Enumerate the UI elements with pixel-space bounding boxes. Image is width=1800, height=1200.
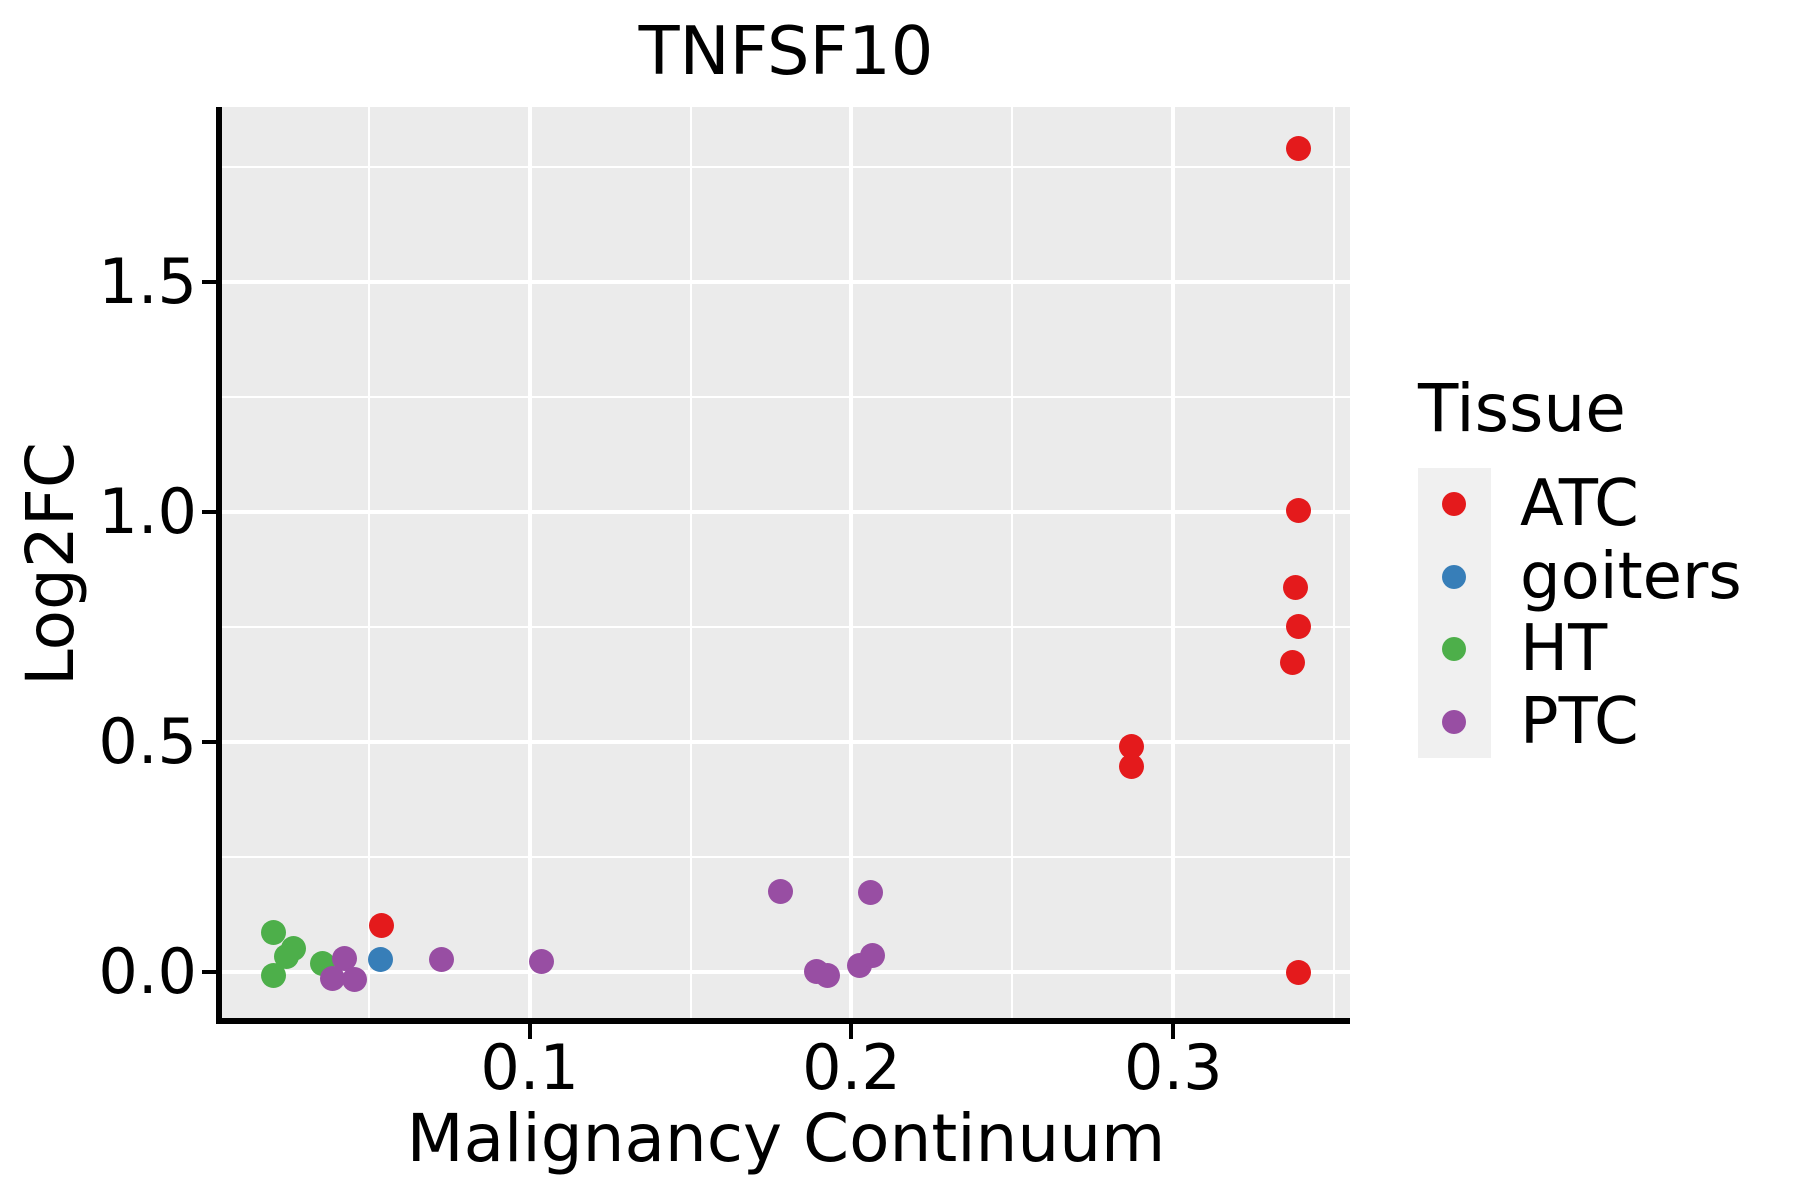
data-point-ptc bbox=[529, 949, 555, 975]
legend-label: ATC bbox=[1520, 467, 1639, 542]
legend-dot-atc bbox=[1442, 492, 1466, 516]
legend: Tissue ATC goiters HT PTC bbox=[1418, 374, 1788, 758]
x-axis-title: Malignancy Continuum bbox=[406, 1100, 1166, 1177]
y-major-gridline bbox=[222, 510, 1350, 515]
legend-keys: ATC goiters HT PTC bbox=[1418, 468, 1788, 758]
x-tick-mark bbox=[849, 1024, 854, 1039]
legend-dot-ht bbox=[1442, 637, 1466, 661]
x-major-gridline bbox=[849, 107, 854, 1021]
y-minor-gridline bbox=[222, 396, 1350, 399]
legend-title: Tissue bbox=[1418, 370, 1626, 447]
data-point-atc bbox=[1286, 960, 1312, 986]
data-point-ptc bbox=[768, 879, 794, 905]
data-point-atc bbox=[1118, 754, 1144, 780]
data-point-atc bbox=[1286, 497, 1312, 523]
legend-dot-goiters bbox=[1442, 564, 1466, 589]
y-tick-label: 0.5 bbox=[98, 704, 197, 778]
plot-panel bbox=[222, 107, 1350, 1021]
data-point-ht bbox=[260, 962, 286, 988]
x-tick-label: 0.1 bbox=[480, 1031, 579, 1104]
y-tick-mark bbox=[202, 739, 217, 744]
y-tick-label: 1.0 bbox=[98, 475, 197, 549]
data-point-atc bbox=[369, 913, 395, 939]
data-point-ptc bbox=[428, 947, 454, 973]
legend-entry-atc: ATC bbox=[1418, 468, 1788, 541]
data-point-ptc bbox=[859, 943, 885, 969]
data-point-ptc bbox=[858, 880, 884, 906]
y-major-gridline bbox=[222, 739, 1350, 744]
y-axis-line bbox=[216, 107, 222, 1024]
data-point-goiters bbox=[368, 947, 394, 973]
data-point-ht bbox=[260, 920, 286, 946]
legend-label: HT bbox=[1520, 612, 1608, 687]
y-major-gridline bbox=[222, 969, 1350, 974]
x-major-gridline bbox=[527, 107, 532, 1021]
x-minor-gridline bbox=[367, 107, 370, 1021]
x-minor-gridline bbox=[1011, 107, 1014, 1021]
x-major-gridline bbox=[1171, 107, 1176, 1021]
x-tick-mark bbox=[527, 1024, 532, 1039]
legend-dot-ptc bbox=[1442, 709, 1466, 734]
data-point-atc bbox=[1283, 575, 1309, 601]
legend-entry-ht: HT bbox=[1418, 613, 1788, 686]
x-minor-gridline bbox=[1333, 107, 1336, 1021]
y-tick-label: 1.5 bbox=[98, 245, 197, 319]
data-point-ptc bbox=[814, 963, 840, 989]
data-point-atc bbox=[1279, 650, 1305, 676]
x-tick-label: 0.2 bbox=[802, 1031, 901, 1104]
data-point-ptc bbox=[341, 967, 367, 993]
y-tick-label: 0.0 bbox=[98, 934, 197, 1008]
legend-label: PTC bbox=[1520, 684, 1639, 759]
y-minor-gridline bbox=[222, 625, 1350, 628]
legend-entry-ptc: PTC bbox=[1418, 684, 1788, 759]
y-tick-mark bbox=[202, 510, 217, 515]
plot-title: TNFSF10 bbox=[638, 12, 934, 90]
y-minor-gridline bbox=[222, 855, 1350, 858]
y-tick-mark bbox=[202, 280, 217, 285]
y-axis-title: Log2FC bbox=[12, 442, 89, 686]
legend-entry-goiters: goiters bbox=[1418, 539, 1788, 614]
data-point-ptc bbox=[319, 966, 345, 992]
y-tick-mark bbox=[202, 969, 217, 974]
data-point-atc bbox=[1286, 135, 1312, 161]
x-axis-line bbox=[216, 1018, 1350, 1024]
data-point-atc bbox=[1286, 613, 1312, 639]
x-minor-gridline bbox=[689, 107, 692, 1021]
legend-label: goiters bbox=[1520, 539, 1742, 614]
x-tick-label: 0.3 bbox=[1124, 1031, 1223, 1104]
y-minor-gridline bbox=[222, 166, 1350, 169]
x-tick-mark bbox=[1171, 1024, 1176, 1039]
y-major-gridline bbox=[222, 280, 1350, 285]
